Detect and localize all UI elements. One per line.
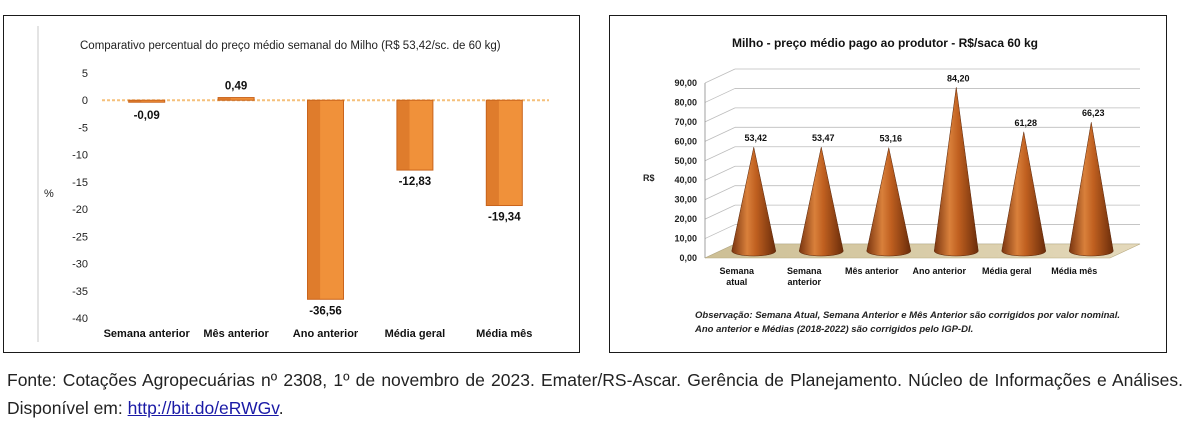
observation-note: Observação: Semana Atual, Semana Anterio… [695, 310, 1120, 335]
price-data-label: 84,20 [947, 73, 970, 83]
y-tick-label: 0 [82, 95, 88, 107]
price-cone [731, 147, 777, 257]
grid-side-line [704, 68, 736, 84]
percent-data-label: -19,34 [488, 212, 521, 224]
percent-data-label: -36,56 [309, 305, 342, 317]
price-cone [933, 87, 979, 257]
y-tick-label: 5 [82, 68, 88, 80]
price-category-label: Semana anterior [787, 266, 823, 287]
y-tick-label: -35 [72, 286, 88, 298]
percent-chart-title: Comparativo percentual do preço médio se… [80, 40, 501, 52]
price-chart-svg: Milho - preço médio pago ao produtor - R… [643, 36, 1141, 287]
y-tick-label: 10,00 [674, 234, 697, 244]
y-tick-label: -5 [78, 122, 88, 134]
percent-comparison-chart: Comparativo percentual do preço médio se… [3, 15, 580, 353]
price-category-label: Mês anterior [845, 266, 899, 276]
price-category-label: Média mês [1051, 266, 1097, 276]
y-tick-label: 30,00 [674, 195, 697, 205]
price-cone [1001, 131, 1047, 257]
caption-text: Fonte: Cotações Agropecuárias nº 2308, 1… [7, 370, 1183, 418]
price-category-label: Ano anterior [912, 266, 966, 276]
grid-side-line [704, 224, 736, 239]
y-tick-label: 60,00 [674, 136, 697, 146]
price-cone-chart: Milho - preço médio pago ao produtor - R… [609, 15, 1167, 353]
price-cone [798, 146, 844, 257]
percent-bar [396, 99, 434, 171]
price-data-label: 53,42 [744, 133, 767, 143]
percent-data-label: -0,09 [134, 110, 160, 122]
y-tick-label: -30 [72, 259, 88, 271]
price-category-label: Média geral [982, 266, 1032, 276]
caption-end: . [278, 398, 284, 418]
y-tick-label: 80,00 [674, 97, 697, 107]
y-tick-label: 40,00 [674, 175, 697, 185]
percent-category-label: Média mês [476, 328, 532, 340]
percent-bar [485, 99, 523, 207]
percent-bar [217, 97, 255, 101]
percent-category-label: Ano anterior [293, 328, 359, 340]
grid-side-line [704, 126, 736, 142]
source-caption: Fonte: Cotações Agropecuárias nº 2308, 1… [7, 366, 1183, 422]
percent-bar-shade [218, 97, 231, 101]
percent-category-label: Média geral [385, 328, 446, 340]
y-tick-label: 20,00 [674, 214, 697, 224]
price-data-label: 53,16 [879, 134, 902, 144]
percent-data-label: 0,49 [225, 81, 247, 93]
percent-data-label: -12,83 [399, 176, 432, 188]
percent-bar-shade [486, 100, 499, 206]
grid-side-line [704, 204, 736, 220]
percent-chart-y-label: % [44, 188, 54, 200]
y-tick-label: -40 [72, 313, 88, 325]
percent-chart-svg: Comparativo percentual do preço médio se… [37, 26, 549, 342]
price-category-label: Semana atual [719, 266, 755, 287]
grid-side-line [704, 185, 736, 201]
price-chart-title: Milho - preço médio pago ao produtor - R… [732, 36, 1038, 50]
grid-side-line [704, 165, 736, 181]
percent-bar-shade [128, 100, 142, 103]
percent-bar-shade [396, 100, 410, 171]
price-data-label: 53,47 [812, 133, 835, 143]
percent-category-label: Semana anterior [104, 328, 191, 340]
source-link[interactable]: http://bit.do/eRWGv [127, 398, 279, 418]
price-data-label: 61,28 [1014, 118, 1037, 128]
grid-side-line [704, 107, 736, 123]
price-cone [1068, 122, 1114, 257]
y-tick-label: 70,00 [674, 117, 697, 127]
price-chart-y-label: R$ [643, 173, 655, 183]
percent-category-label: Mês anterior [203, 328, 269, 340]
y-tick-label: -20 [72, 204, 88, 216]
y-tick-label: 0,00 [679, 253, 697, 263]
y-tick-label: 50,00 [674, 156, 697, 166]
y-tick-label: 90,00 [674, 78, 697, 88]
price-data-label: 66,23 [1082, 108, 1105, 118]
y-tick-label: -25 [72, 231, 88, 243]
y-tick-label: -15 [72, 177, 88, 189]
percent-bar [128, 99, 166, 103]
grid-side-line [704, 146, 736, 162]
grid-side-line [704, 88, 736, 103]
percent-bar [307, 99, 344, 300]
y-tick-label: -10 [72, 150, 88, 162]
price-cone [866, 147, 912, 257]
percent-bar-shade [307, 100, 321, 300]
